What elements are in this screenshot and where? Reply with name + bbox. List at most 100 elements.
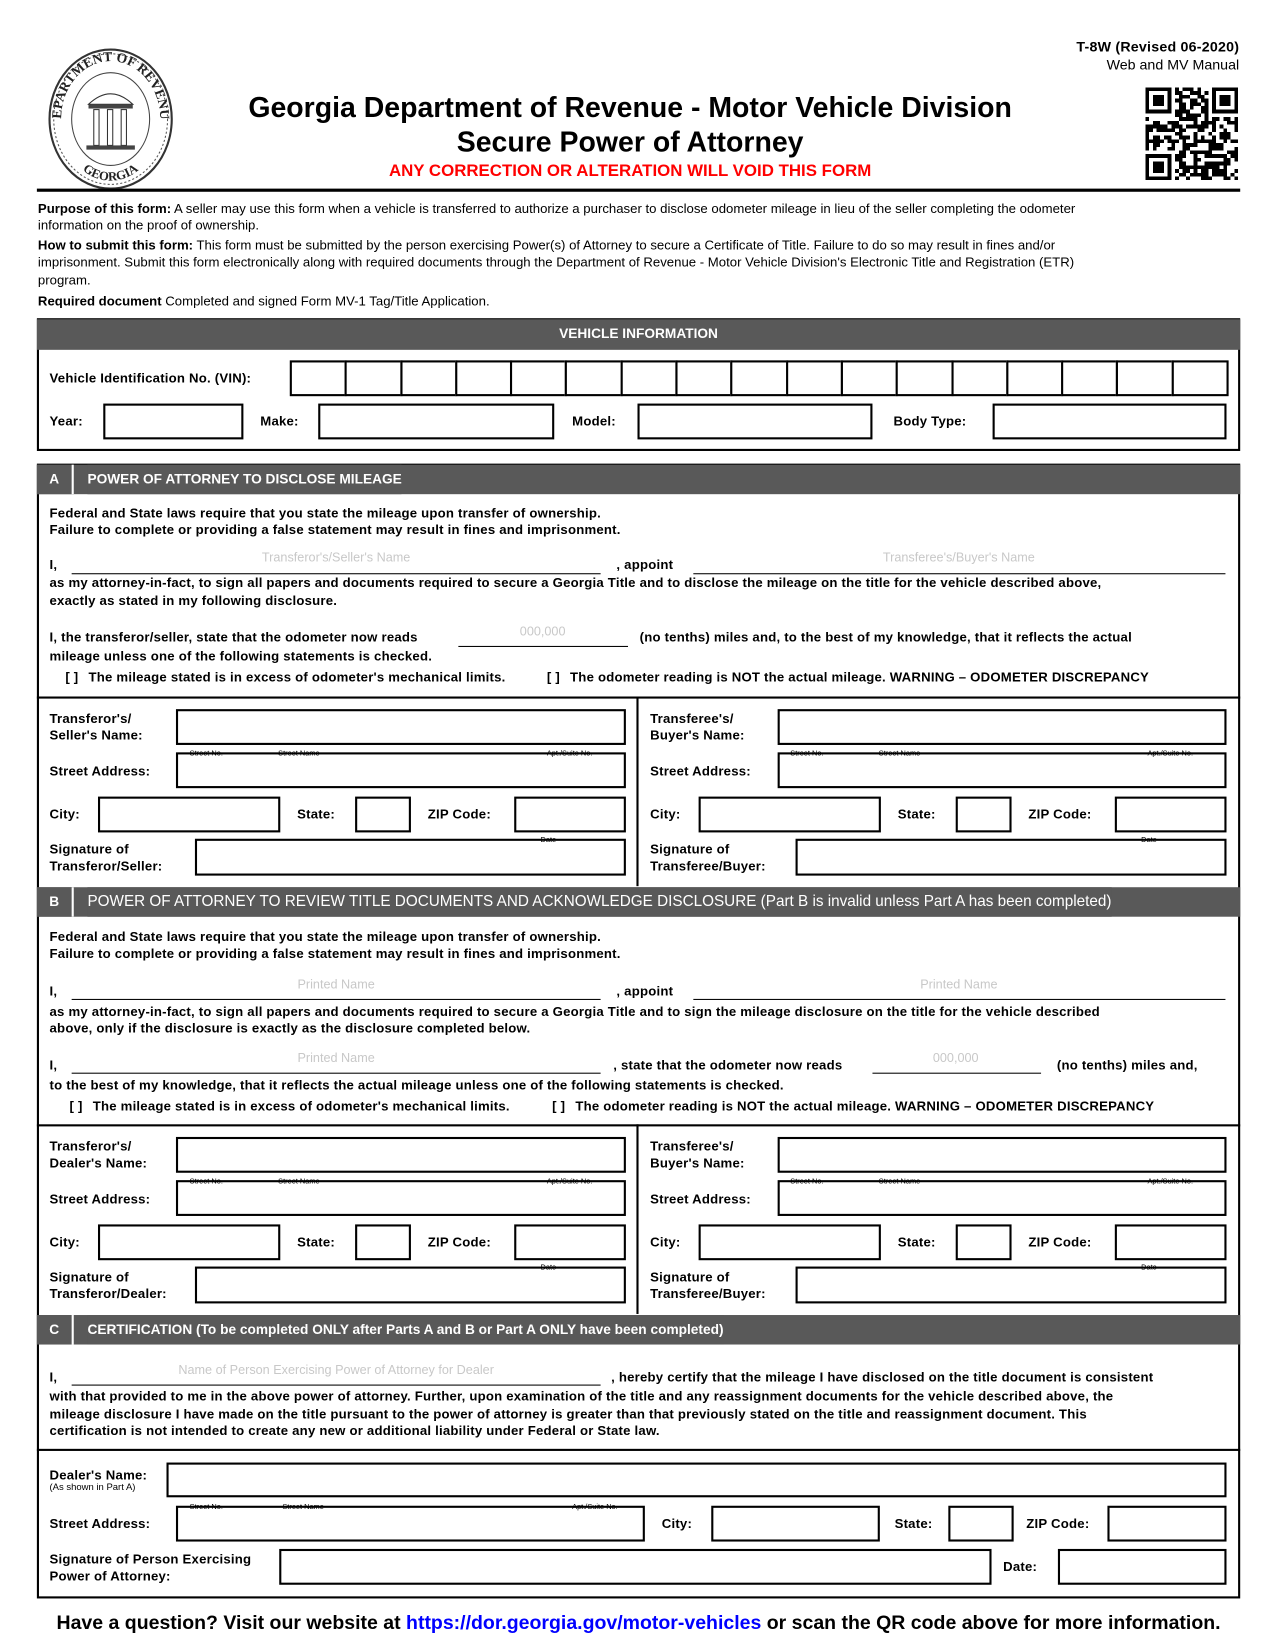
qr-module	[1160, 128, 1164, 132]
part-b-checkbox-2[interactable]: [ ]	[552, 1099, 566, 1114]
vin-char-box[interactable]	[400, 360, 458, 397]
qr-module	[1201, 124, 1205, 129]
part-b-transferee-signature-input[interactable]	[795, 1266, 1227, 1304]
part-b-transferor-city-input[interactable]	[97, 1224, 281, 1261]
part-a-transferor-name-input[interactable]	[175, 709, 626, 745]
qr-module	[1219, 143, 1224, 147]
qr-module	[1219, 135, 1224, 140]
qr-module	[1178, 157, 1183, 162]
part-b-i-label: I,	[49, 984, 58, 999]
part-b-transferee-name-input[interactable]	[777, 1136, 1227, 1173]
qr-module	[1160, 124, 1164, 129]
qr-module	[1193, 124, 1198, 129]
part-b-transferor-zip-input[interactable]	[514, 1224, 626, 1261]
qr-module	[1204, 124, 1209, 129]
poa-signature-input[interactable]	[279, 1548, 992, 1585]
part-a-odometer-line[interactable]	[458, 645, 629, 647]
vin-char-box[interactable]	[895, 360, 954, 397]
part-c-zip-input[interactable]	[1107, 1505, 1227, 1542]
qr-module	[1175, 113, 1179, 118]
part-b-transferor-street-input[interactable]	[175, 1180, 626, 1216]
vin-char-box[interactable]	[289, 360, 347, 397]
part-b-transferee-zip-input[interactable]	[1114, 1224, 1227, 1261]
qr-module	[1212, 143, 1216, 147]
vin-char-box[interactable]	[1171, 360, 1229, 397]
part-b-printed-name-line[interactable]	[71, 1072, 601, 1074]
part-a-transferor-zip-input[interactable]	[514, 796, 626, 833]
website-link[interactable]: https://dor.georgia.gov/motor-vehicles	[406, 1611, 762, 1634]
qr-module	[1178, 91, 1183, 95]
poa-sections	[36, 463, 1241, 1599]
svg-text:GEORGIA: GEORGIA	[81, 161, 142, 184]
qr-module	[1182, 87, 1187, 92]
year-input[interactable]	[103, 403, 244, 440]
part-c-street-input[interactable]	[175, 1505, 645, 1542]
part-a-transferor-name-label-2: Seller's Name:	[49, 728, 143, 743]
part-c-state-input[interactable]	[948, 1505, 1014, 1542]
qr-module	[1152, 161, 1164, 173]
part-b-transferee-city-input[interactable]	[698, 1224, 881, 1261]
vin-char-box[interactable]	[1061, 360, 1118, 397]
part-b-transferee-street-input[interactable]	[777, 1180, 1227, 1216]
qr-code-icon[interactable]	[1145, 87, 1239, 181]
make-input[interactable]	[318, 403, 555, 440]
part-a-checkbox-2[interactable]: [ ]	[546, 670, 560, 685]
vin-char-box[interactable]	[455, 360, 513, 397]
part-a-transferor-street-input[interactable]	[175, 752, 626, 789]
part-a-transferor-city-input[interactable]	[97, 796, 281, 833]
model-input[interactable]	[637, 403, 873, 440]
part-a-transferor-signature-input[interactable]	[194, 838, 626, 876]
part-b-transferor-state-input[interactable]	[355, 1224, 411, 1261]
part-a-transferee-state-input[interactable]	[955, 796, 1012, 833]
part-a-column-divider	[636, 696, 639, 887]
qr-module	[1175, 176, 1179, 181]
vin-char-box[interactable]	[344, 360, 403, 397]
vin-char-box[interactable]	[840, 360, 898, 397]
part-b-transferee-state-input[interactable]	[955, 1224, 1012, 1261]
qr-module	[1189, 150, 1194, 155]
qr-module	[1156, 120, 1161, 125]
qr-module	[1223, 128, 1227, 132]
qr-module	[1145, 117, 1150, 121]
part-a-transferee-street-input[interactable]	[777, 752, 1227, 789]
vin-char-box[interactable]	[786, 360, 843, 397]
part-c-name-line[interactable]	[71, 1384, 601, 1386]
part-b-transferor-signature-input[interactable]	[194, 1266, 626, 1304]
part-b-transferor-name-line[interactable]	[71, 998, 601, 1000]
part-b-transferee-name-line[interactable]	[693, 998, 1226, 1000]
poa-signature-label-1: Signature of Person Exercising	[49, 1552, 252, 1567]
qr-module	[1204, 154, 1209, 158]
part-a-transferee-city-label: City:	[650, 807, 681, 822]
qr-module	[1182, 106, 1187, 110]
vin-char-box[interactable]	[1006, 360, 1064, 397]
part-c-city-input[interactable]	[711, 1505, 880, 1542]
vin-char-box[interactable]	[620, 360, 678, 397]
vin-char-box[interactable]	[675, 360, 733, 397]
qr-module	[1223, 135, 1227, 140]
part-a-transferee-name-line[interactable]	[693, 573, 1226, 575]
part-a-transferee-signature-input[interactable]	[795, 838, 1227, 876]
qr-module	[1189, 98, 1194, 103]
part-a-transferor-state-input[interactable]	[355, 796, 411, 833]
vin-char-box[interactable]	[509, 360, 567, 397]
part-b-transferor-name-input[interactable]	[175, 1136, 626, 1173]
part-a-checkbox-1[interactable]: [ ]	[65, 670, 79, 685]
part-b-transferor-apt-label: Apt./Suite No.	[546, 1178, 593, 1186]
part-b-transferor-signature-label-1: Signature of	[49, 1269, 129, 1285]
poa-date-input[interactable]	[1057, 1548, 1227, 1585]
qr-module	[1223, 172, 1227, 177]
dealer-name-input[interactable]	[166, 1462, 1227, 1498]
vin-char-box[interactable]	[1115, 360, 1174, 397]
part-a-transferee-name-input[interactable]	[777, 709, 1227, 745]
part-a-transferee-city-input[interactable]	[698, 796, 881, 833]
part-a-transferee-zip-input[interactable]	[1114, 796, 1227, 833]
part-b-checkbox-1[interactable]: [ ]	[69, 1099, 83, 1114]
vin-char-box[interactable]	[730, 360, 789, 397]
vin-char-box[interactable]	[564, 360, 623, 397]
part-a-transferor-name-line[interactable]	[71, 573, 601, 575]
vin-char-box[interactable]	[951, 360, 1009, 397]
part-b-odometer-line[interactable]	[872, 1072, 1042, 1074]
qr-module	[1152, 120, 1157, 125]
qr-module	[1186, 124, 1190, 129]
body-type-input[interactable]	[992, 403, 1227, 440]
